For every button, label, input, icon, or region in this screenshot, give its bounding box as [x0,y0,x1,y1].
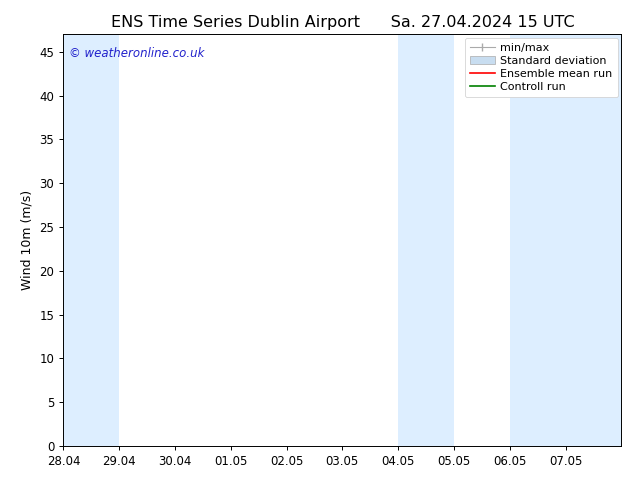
Bar [63,34,119,446]
Text: © weatheronline.co.uk: © weatheronline.co.uk [69,47,204,60]
Y-axis label: Wind 10m (m/s): Wind 10m (m/s) [21,190,34,290]
Legend: min/max, Standard deviation, Ensemble mean run, Controll run: min/max, Standard deviation, Ensemble me… [465,38,618,97]
Bar [398,34,454,446]
Title: ENS Time Series Dublin Airport      Sa. 27.04.2024 15 UTC: ENS Time Series Dublin Airport Sa. 27.04… [110,15,574,30]
Bar [510,34,621,446]
